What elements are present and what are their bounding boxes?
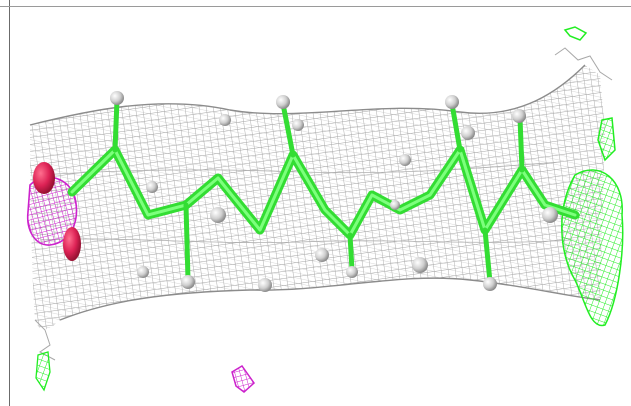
viewer-top-border (9, 6, 631, 7)
oxygen-atoms (33, 162, 81, 261)
hydrogen-atoms (110, 91, 558, 292)
carbon-chain (67, 97, 580, 285)
positive-density-blob (35, 26, 624, 392)
negative-density-blob (26, 176, 255, 393)
viewer-left-border (9, 0, 10, 406)
viewer-corner-tick (0, 6, 9, 7)
